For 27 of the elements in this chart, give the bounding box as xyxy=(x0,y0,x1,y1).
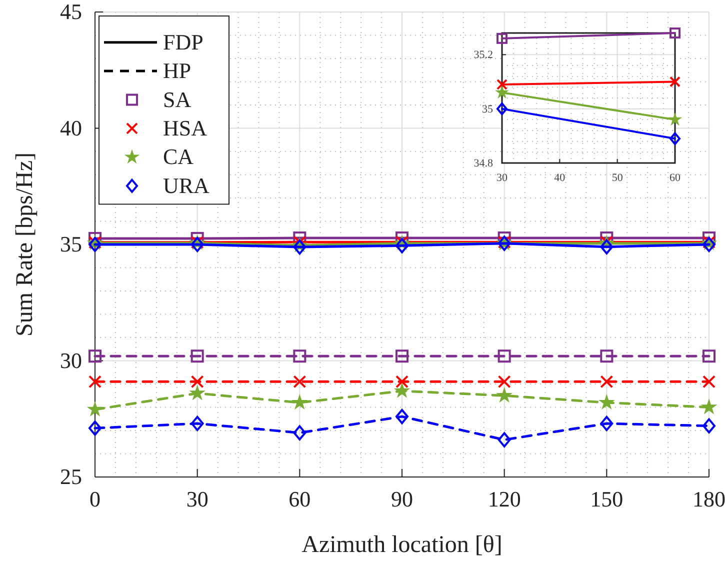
x-tick-label: 0 xyxy=(90,486,100,512)
y-tick-label: 30 xyxy=(60,348,82,373)
x-tick-label: 90 xyxy=(391,486,413,512)
x-tick-label: 120 xyxy=(488,486,521,512)
y-tick-label: 34.8 xyxy=(474,158,494,170)
legend-label: HSA xyxy=(163,115,208,140)
x-tick-label: 60 xyxy=(670,172,681,184)
x-tick-label: 150 xyxy=(590,486,624,512)
x-tick-label: 50 xyxy=(612,172,624,184)
x-tick-label: 180 xyxy=(692,486,725,512)
y-tick-label: 35.2 xyxy=(474,49,493,62)
x-tick-label: 40 xyxy=(554,172,566,184)
x-tick-label: 60 xyxy=(288,486,311,512)
y-tick-label: 25 xyxy=(60,464,82,490)
y-tick-label: 45 xyxy=(60,0,82,24)
legend-label: CA xyxy=(163,144,194,170)
legend-label: FDP xyxy=(163,29,204,54)
y-tick-label: 35 xyxy=(482,103,494,116)
legend-label: HP xyxy=(163,58,192,84)
x-tick-label: 30 xyxy=(496,172,508,184)
legend-label: URA xyxy=(163,172,210,198)
x-tick-label: 30 xyxy=(186,486,208,512)
legend-label: SA xyxy=(163,86,192,112)
x-axis-title: Azimuth location [θ] xyxy=(302,532,502,558)
y-tick-label: 40 xyxy=(60,115,82,140)
y-axis-title: Sum Rate [bps/Hz] xyxy=(12,152,38,336)
y-tick-label: 35 xyxy=(60,232,82,257)
